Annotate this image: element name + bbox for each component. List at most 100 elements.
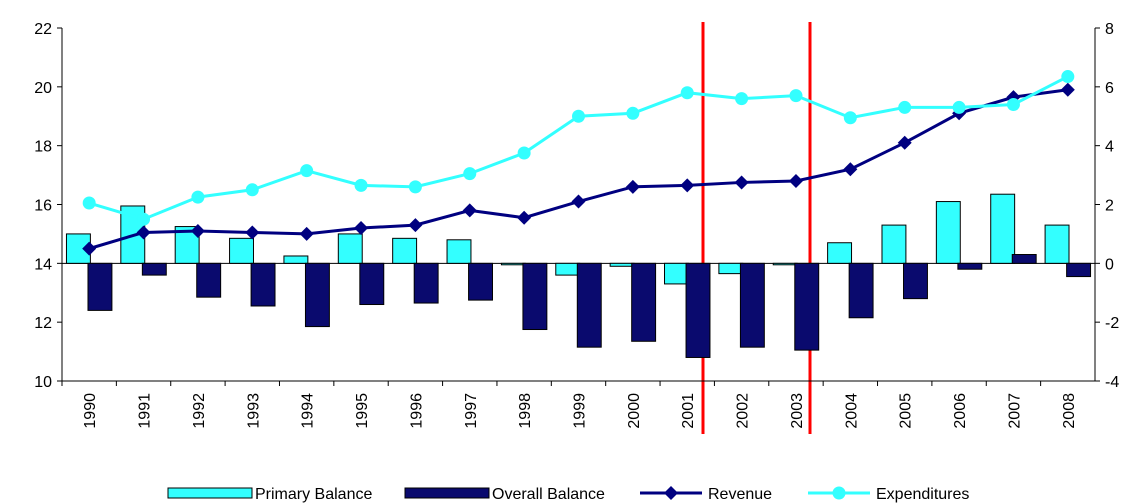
bar [522,262,548,331]
x-tick-label: 1994 [300,393,317,429]
y-tick-label: 10 [34,374,52,391]
bar [739,262,765,348]
y-tick-label: 22 [34,21,52,38]
marker [843,162,858,177]
bar [359,262,385,306]
bar [337,233,363,264]
y2-tick-label: 6 [1105,80,1114,97]
y2-tick-label: 2 [1105,198,1114,215]
marker [354,178,368,192]
bar [446,239,472,264]
x-tick-label: 2007 [1006,393,1023,429]
bar [935,201,961,264]
marker [789,89,803,103]
marker [354,221,369,236]
x-tick-label: 1991 [137,393,154,429]
marker [1060,82,1075,97]
bar [229,237,254,264]
marker [82,196,96,210]
x-tick-label: 1996 [408,393,425,429]
marker [788,173,803,188]
bar [685,262,711,358]
x-tick-label: 2003 [789,393,806,429]
legend-label: Revenue [708,486,772,503]
bar [957,262,983,270]
marker [1006,97,1020,111]
x-tick-label: 1999 [572,393,589,429]
bar [87,262,113,311]
y-tick-label: 12 [34,315,52,332]
y-tick-label: 16 [34,198,52,215]
y2-tick-label: -2 [1105,315,1119,332]
x-tick-label: 1993 [245,393,262,429]
y-tick-label: 14 [34,256,52,273]
marker [625,179,640,194]
x-tick-label: 1990 [82,393,99,429]
x-tick-label: 2006 [952,393,969,429]
bar [609,262,635,267]
bar [196,262,222,298]
bar [141,262,167,276]
bar [413,262,439,304]
marker [897,135,912,150]
x-tick-label: 2002 [735,393,752,429]
marker [626,106,640,120]
y2-tick-label: 8 [1105,21,1114,38]
bar [664,262,689,285]
bar [468,262,493,301]
y-tick-label: 20 [34,80,52,97]
x-tick-label: 2001 [680,393,697,429]
marker [734,175,749,190]
marker [843,111,857,125]
marker [1061,70,1075,84]
marker [299,226,314,241]
marker [408,180,422,194]
bar [848,262,874,319]
marker [735,92,749,106]
bar [903,262,928,300]
x-tick-label: 1998 [517,393,534,429]
x-tick-label: 2004 [843,393,860,429]
bar [631,262,657,342]
marker [245,225,260,240]
bar [772,262,798,266]
y2-tick-label: -4 [1105,374,1119,391]
marker [517,146,531,160]
legend-marker [832,486,846,500]
x-tick-label: 2000 [626,393,643,429]
marker [136,225,151,240]
marker [952,100,966,114]
bar [881,224,907,264]
legend-swatch [167,487,253,499]
y2-tick-label: 4 [1105,139,1114,156]
bar [500,262,526,266]
bar [1066,262,1092,278]
marker [190,223,205,238]
marker [898,100,912,114]
marker [462,203,477,218]
marker [137,212,151,226]
legend-label: Overall Balance [492,486,605,503]
bar [576,262,602,348]
y2-tick-label: 0 [1105,256,1114,273]
bar [1011,254,1037,264]
marker [680,178,695,193]
marker [463,167,477,181]
bar [990,193,1016,264]
x-tick-label: 1995 [354,393,371,429]
legend-swatch [404,487,490,499]
bar [250,262,276,307]
bar [718,262,744,275]
bar [794,262,820,351]
x-tick-label: 2005 [898,393,915,429]
marker [680,86,694,100]
bar [827,242,853,264]
marker [245,183,259,197]
bar [392,237,418,264]
legend-label: Primary Balance [255,486,372,503]
bar [304,262,330,328]
marker [517,210,532,225]
marker [408,218,423,233]
bar [555,262,581,276]
